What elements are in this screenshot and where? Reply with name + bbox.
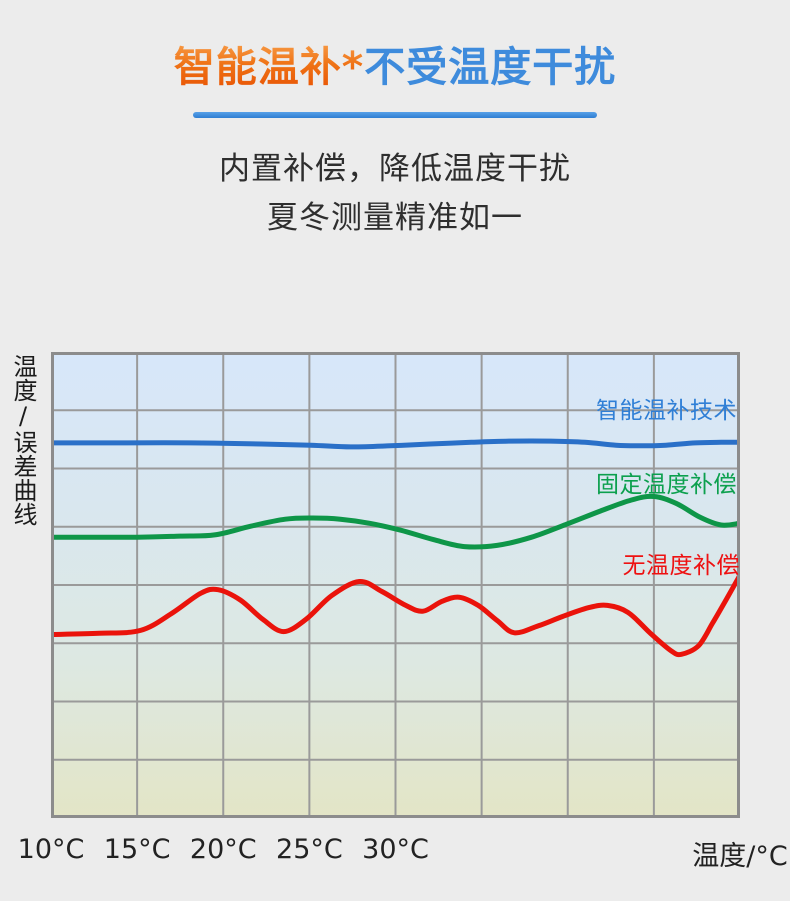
subtitle-line-1: 内置补偿，降低温度干扰 — [219, 151, 571, 187]
legend-no-compensation: 无温度补偿 — [622, 553, 740, 579]
x-tick-label: 15°C — [103, 834, 171, 865]
subtitle-line-2: 夏冬测量精准如一 — [267, 200, 523, 236]
curve-1 — [51, 493, 740, 550]
legend-fixed-compensation: 固定温度补偿 — [596, 472, 737, 498]
title-highlight: 智能温补* — [173, 43, 365, 91]
x-tick-label: 30°C — [362, 834, 429, 865]
title-rest: 不受温度干扰 — [364, 43, 617, 91]
y-axis-label: 温度/误差曲线 — [9, 354, 37, 526]
legend-smart-compensation: 智能温补技术 — [596, 398, 737, 424]
chart-plot-area — [51, 352, 740, 818]
curve-0 — [51, 438, 740, 450]
x-tick-label: 20°C — [189, 834, 257, 865]
curve-2 — [51, 572, 740, 658]
x-axis-unit-label: 温度/°C — [692, 841, 788, 872]
title-underline — [193, 112, 597, 118]
x-tick-label: 25°C — [276, 834, 343, 865]
page-title: 智能温补*不受温度干扰 — [0, 42, 790, 93]
x-tick-label: 10°C — [17, 834, 85, 865]
